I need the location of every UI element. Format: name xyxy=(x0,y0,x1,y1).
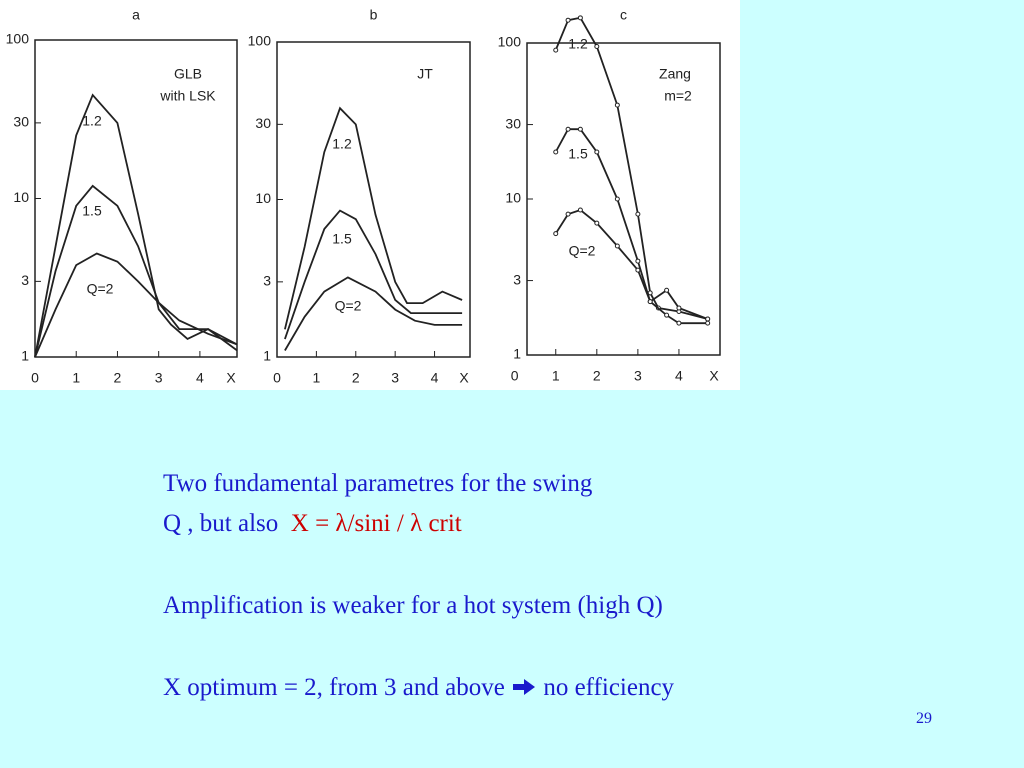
arrow-icon xyxy=(513,679,536,695)
panel-label: c xyxy=(620,7,627,23)
x-tick-label: 4 xyxy=(675,368,683,384)
series-line xyxy=(284,276,463,351)
series-label: 1.2 xyxy=(568,36,588,52)
y-tick-label: 3 xyxy=(513,271,521,287)
data-point xyxy=(565,17,571,23)
panel-label: b xyxy=(370,7,378,23)
x-tick-label: 2 xyxy=(114,370,122,386)
series-line xyxy=(34,252,238,358)
data-point xyxy=(647,299,653,305)
text-line: X optimum = 2, from 3 and above no effic… xyxy=(163,674,674,702)
text: no efficiency xyxy=(543,674,675,701)
series-label: 1.5 xyxy=(568,146,588,162)
data-point xyxy=(664,287,670,293)
data-point xyxy=(635,258,641,264)
data-point xyxy=(577,207,583,213)
data-point xyxy=(614,102,620,108)
series-label: 1.2 xyxy=(332,136,352,152)
y-tick-label: 100 xyxy=(498,34,522,50)
data-point xyxy=(676,320,682,326)
data-point xyxy=(553,149,559,155)
x-tick-label: 3 xyxy=(155,370,163,386)
y-tick-label: 3 xyxy=(263,273,271,289)
x-tick-label: 0 xyxy=(31,370,39,386)
series-line xyxy=(554,128,709,320)
series-line xyxy=(284,209,463,340)
text-line: Q , but also X = λ/sini / λ crit xyxy=(163,510,462,538)
data-point xyxy=(594,149,600,155)
text-line: Amplification is weaker for a hot system… xyxy=(163,592,663,619)
series-label: Q=2 xyxy=(335,298,362,314)
panel-label: a xyxy=(132,7,140,23)
x-axis-label: X xyxy=(459,370,469,386)
text-line: Two fundamental parametres for the swing xyxy=(163,470,593,497)
data-point xyxy=(553,47,559,53)
data-point xyxy=(635,267,641,273)
x-axis-label: X xyxy=(709,368,719,384)
data-point xyxy=(705,320,711,326)
series-label: Q=2 xyxy=(569,243,596,259)
figure-background xyxy=(0,0,740,390)
series-line xyxy=(284,106,463,330)
text: X optimum = 2, from 3 and above xyxy=(163,674,505,701)
y-tick-label: 1 xyxy=(263,348,271,364)
x-tick-label: 3 xyxy=(391,370,399,386)
x-tick-label: 2 xyxy=(593,368,601,384)
series-label: 1.5 xyxy=(82,203,102,219)
text: Q , but also xyxy=(163,510,279,537)
data-point xyxy=(614,196,620,202)
data-point xyxy=(594,43,600,49)
data-point xyxy=(664,312,670,318)
data-point xyxy=(676,305,682,311)
data-point xyxy=(594,220,600,226)
page-number: 29 xyxy=(916,710,932,727)
y-tick-label: 30 xyxy=(13,114,29,130)
y-tick-label: 30 xyxy=(505,115,521,131)
formula: X = λ/sini / λ crit xyxy=(290,510,462,537)
annotation: with LSK xyxy=(159,88,216,104)
y-tick-label: 10 xyxy=(13,189,29,205)
data-point xyxy=(577,126,583,132)
x-tick-label: 1 xyxy=(72,370,80,386)
annotation: GLB xyxy=(174,66,202,82)
annotation: Zang xyxy=(659,66,691,82)
data-point xyxy=(565,126,571,132)
x-tick-label: 4 xyxy=(431,370,439,386)
series-label: 1.2 xyxy=(82,113,102,129)
x-tick-label: 2 xyxy=(352,370,360,386)
x-tick-label: 4 xyxy=(196,370,204,386)
data-point xyxy=(635,211,641,217)
x-tick-label: 0 xyxy=(273,370,281,386)
data-point xyxy=(705,316,711,322)
y-tick-label: 100 xyxy=(6,31,30,47)
y-tick-label: 30 xyxy=(255,115,271,131)
y-tick-label: 10 xyxy=(505,190,521,206)
x-axis-label: X xyxy=(226,370,236,386)
x-tick-label: 3 xyxy=(634,368,642,384)
y-tick-label: 10 xyxy=(255,190,271,206)
series-label: 1.5 xyxy=(332,231,352,247)
series-line xyxy=(554,16,708,320)
data-point xyxy=(614,243,620,249)
series-label: Q=2 xyxy=(87,281,114,297)
y-tick-label: 3 xyxy=(21,272,29,288)
data-point xyxy=(577,15,583,21)
y-tick-label: 1 xyxy=(513,346,521,362)
y-tick-label: 1 xyxy=(21,348,29,364)
x-tick-label: 0 xyxy=(511,368,519,384)
x-tick-label: 1 xyxy=(312,370,320,386)
y-tick-label: 100 xyxy=(248,33,272,49)
series-line xyxy=(554,208,708,325)
x-tick-label: 1 xyxy=(552,368,560,384)
series-line xyxy=(34,184,238,358)
data-point xyxy=(565,211,571,217)
data-point xyxy=(553,231,559,237)
annotation: m=2 xyxy=(664,88,692,104)
annotation: JT xyxy=(417,66,433,82)
series-line xyxy=(34,93,238,358)
